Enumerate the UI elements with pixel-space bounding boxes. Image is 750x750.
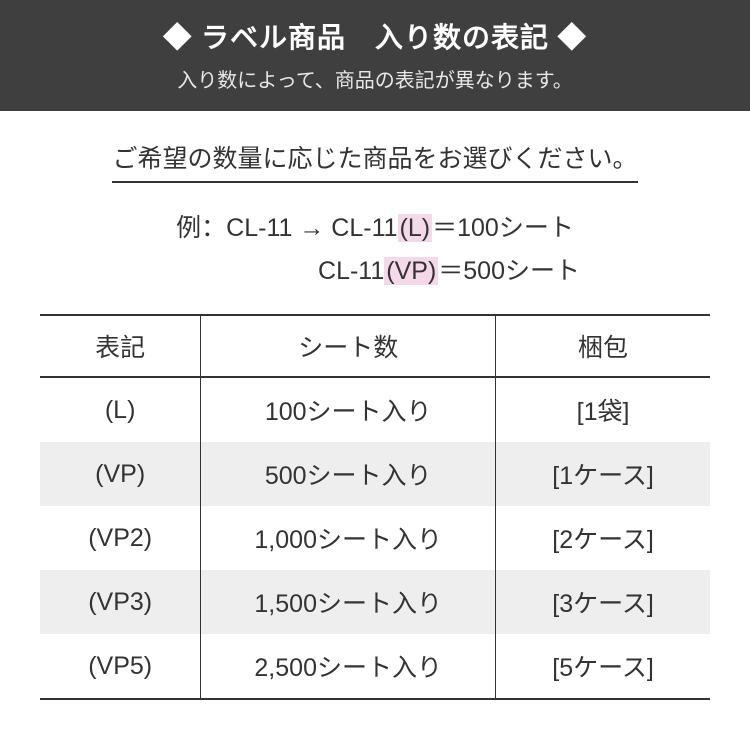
cell-notation: (VP2)	[40, 506, 201, 570]
cell-sheets: 2,500シート入り	[201, 634, 496, 699]
cell-packaging: [5ケース]	[496, 634, 710, 699]
col-header-sheets: シート数	[201, 315, 496, 377]
table-row: (VP3) 1,500シート入り [3ケース]	[40, 570, 710, 634]
cell-packaging: [1ケース]	[496, 442, 710, 506]
table-row: (VP5) 2,500シート入り [5ケース]	[40, 634, 710, 699]
example-highlight-2: (VP)	[384, 257, 438, 285]
col-header-notation: 表記	[40, 315, 201, 377]
example-line-2: CL-11(VP)＝500シート	[0, 250, 750, 293]
cell-packaging: [1袋]	[496, 377, 710, 442]
example-prefix: 例：CL-11 → CL-11	[176, 214, 397, 242]
header-banner: ◆ ラベル商品 入り数の表記 ◆ 入り数によって、商品の表記が異なります。	[0, 0, 750, 111]
example-line2-prefix: CL-11	[318, 257, 384, 285]
example-line-1: 例：CL-11 → CL-11(L)＝100シート	[0, 207, 750, 250]
notation-table: 表記 シート数 梱包 (L) 100シート入り [1袋] (VP) 500シート…	[40, 314, 710, 700]
cell-sheets: 1,000シート入り	[201, 506, 496, 570]
cell-notation: (VP3)	[40, 570, 201, 634]
table-header-row: 表記 シート数 梱包	[40, 315, 710, 377]
example-mid-1: ＝100シート	[432, 214, 574, 242]
cell-notation: (L)	[40, 377, 201, 442]
table-row: (VP2) 1,000シート入り [2ケース]	[40, 506, 710, 570]
cell-packaging: [3ケース]	[496, 570, 710, 634]
header-title: ◆ ラベル商品 入り数の表記 ◆	[0, 16, 750, 56]
example-block: 例：CL-11 → CL-11(L)＝100シート CL-11(VP)＝500シ…	[0, 207, 750, 292]
table-container: 表記 シート数 梱包 (L) 100シート入り [1袋] (VP) 500シート…	[0, 314, 750, 700]
table-row: (VP) 500シート入り [1ケース]	[40, 442, 710, 506]
instruction-wrap: ご希望の数量に応じた商品をお選びください。	[0, 111, 750, 183]
cell-notation: (VP)	[40, 442, 201, 506]
col-header-packaging: 梱包	[496, 315, 710, 377]
example-highlight-1: (L)	[398, 214, 433, 242]
table-row: (L) 100シート入り [1袋]	[40, 377, 710, 442]
cell-sheets: 500シート入り	[201, 442, 496, 506]
cell-sheets: 1,500シート入り	[201, 570, 496, 634]
cell-sheets: 100シート入り	[201, 377, 496, 442]
cell-packaging: [2ケース]	[496, 506, 710, 570]
cell-notation: (VP5)	[40, 634, 201, 699]
header-subtitle: 入り数によって、商品の表記が異なります。	[0, 64, 750, 93]
instruction-text: ご希望の数量に応じた商品をお選びください。	[112, 139, 637, 183]
example-mid-2: ＝500シート	[438, 257, 580, 285]
